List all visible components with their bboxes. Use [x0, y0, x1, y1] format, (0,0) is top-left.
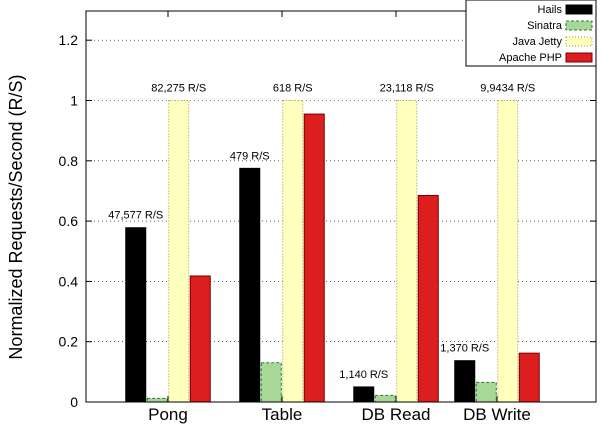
bar-annotation: 479 R/S — [230, 150, 270, 162]
bar-java-jetty-pong — [168, 100, 190, 403]
x-tick-label: Pong — [148, 405, 188, 424]
bar-annotation: 1,370 R/S — [440, 343, 489, 355]
y-tick-label: 0 — [70, 394, 78, 410]
x-tick-label: Table — [262, 405, 303, 424]
y-tick-label: 1 — [70, 93, 78, 109]
legend-swatch-apache-php — [565, 52, 593, 63]
bar-apache-php-db-read — [417, 194, 439, 403]
bar-sinatra-pong — [146, 397, 168, 403]
bar-hails-table — [239, 167, 261, 403]
y-tick-label: 1.2 — [59, 32, 79, 48]
bar-java-jetty-db-write — [497, 100, 519, 403]
legend-label: Java Jetty — [512, 36, 562, 48]
y-tick-label: 0.6 — [59, 213, 79, 229]
y-tick-label: 0.2 — [59, 334, 79, 350]
bar-apache-php-table — [303, 113, 325, 403]
legend-label: Sinatra — [527, 20, 563, 32]
y-axis-label: Normalized Requests/Second (R/S) — [6, 74, 26, 359]
y-tick-label: 0.4 — [59, 273, 79, 289]
bar-sinatra-db-write — [475, 381, 497, 403]
bar-annotation: 9,9434 R/S — [480, 83, 535, 95]
bar-java-jetty-table — [282, 100, 304, 403]
x-tick-label: DB Read — [362, 405, 431, 424]
plot-area: 0 0.2 0.4 0.6 0.8 1 1.2 Pong Table DB Read DB Writ… — [59, 0, 597, 424]
legend-swatch-java-jetty — [565, 36, 593, 47]
bar-annotation: 47,577 R/S — [108, 210, 163, 222]
bar-annotation: 1,140 R/S — [339, 369, 388, 381]
legend-label: Apache PHP — [499, 52, 562, 64]
bar-hails-db-read — [353, 386, 375, 403]
bar-annotation: 618 R/S — [273, 83, 313, 95]
legend-swatch-sinatra — [565, 20, 593, 31]
bar-sinatra-table — [260, 362, 282, 403]
bar-apache-php-pong — [189, 275, 211, 403]
plot-frame — [85, 10, 597, 403]
bar-annotation: 82,275 R/S — [151, 83, 206, 95]
bar-hails-db-write — [454, 360, 476, 403]
y-tick-label: 0.8 — [59, 153, 79, 169]
bar-hails-pong — [125, 227, 147, 403]
bar-apache-php-db-write — [518, 352, 540, 403]
legend-label: Hails — [538, 4, 563, 16]
bar-java-jetty-db-read — [396, 100, 418, 403]
x-tick-label: DB Write — [463, 405, 531, 424]
bar-sinatra-db-read — [374, 394, 396, 403]
bar-annotation: 23,118 R/S — [380, 83, 434, 95]
legend-swatch-hails — [565, 4, 593, 15]
